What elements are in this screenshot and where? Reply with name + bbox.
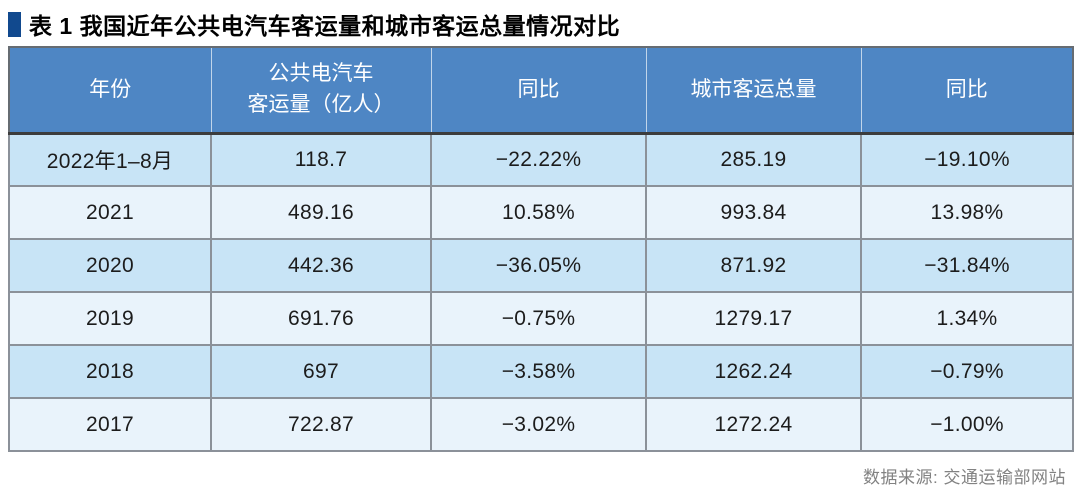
cell-bus-volume: 722.87 xyxy=(210,397,432,452)
table-row-2021: 2021 489.16 10.58% 993.84 13.98% xyxy=(8,185,1074,240)
title-marker-icon xyxy=(8,11,21,37)
data-table: 年份 公共电汽车 客运量（亿人） 同比 城市客运总量 同比 2022年1–8月 … xyxy=(8,46,1074,452)
cell-yoy-1: −3.02% xyxy=(430,397,647,452)
col-header-bus-volume: 公共电汽车 客运量（亿人） xyxy=(210,47,432,135)
cell-year: 2018 xyxy=(8,344,212,399)
cell-yoy-1: −0.75% xyxy=(430,291,647,346)
cell-yoy-2: −1.00% xyxy=(860,397,1074,452)
cell-urban-total: 1272.24 xyxy=(645,397,862,452)
cell-yoy-1: −22.22% xyxy=(430,132,647,187)
table-row-2019: 2019 691.76 −0.75% 1279.17 1.34% xyxy=(8,291,1074,346)
cell-urban-total: 993.84 xyxy=(645,185,862,240)
cell-urban-total: 1262.24 xyxy=(645,344,862,399)
table-row-2017: 2017 722.87 −3.02% 1272.24 −1.00% xyxy=(8,397,1074,452)
cell-urban-total: 1279.17 xyxy=(645,291,862,346)
cell-bus-volume: 489.16 xyxy=(210,185,432,240)
cell-year: 2022年1–8月 xyxy=(8,132,212,187)
cell-year: 2020 xyxy=(8,238,212,293)
cell-bus-volume: 691.76 xyxy=(210,291,432,346)
cell-bus-volume: 442.36 xyxy=(210,238,432,293)
cell-yoy-2: −31.84% xyxy=(860,238,1074,293)
data-source: 数据来源: 交通运输部网站 xyxy=(863,468,1066,487)
cell-yoy-2: −19.10% xyxy=(860,132,1074,187)
col-header-urban-total: 城市客运总量 xyxy=(645,47,862,135)
cell-yoy-2: 1.34% xyxy=(860,291,1074,346)
table-row-2020: 2020 442.36 −36.05% 871.92 −31.84% xyxy=(8,238,1074,293)
cell-yoy-1: −3.58% xyxy=(430,344,647,399)
table-row-2022: 2022年1–8月 118.7 −22.22% 285.19 −19.10% xyxy=(8,132,1074,187)
cell-bus-volume: 697 xyxy=(210,344,432,399)
cell-year: 2017 xyxy=(8,397,212,452)
col-header-yoy-2: 同比 xyxy=(860,47,1074,135)
cell-yoy-2: 13.98% xyxy=(860,185,1074,240)
page-title: 表 1 我国近年公共电汽车客运量和城市客运总量情况对比 xyxy=(29,13,621,39)
cell-bus-volume: 118.7 xyxy=(210,132,432,187)
figure-caption: 表 1 我国近年公共电汽车客运量和城市客运总量情况对比 xyxy=(0,0,1080,46)
cell-yoy-2: −0.79% xyxy=(860,344,1074,399)
cell-year: 2019 xyxy=(8,291,212,346)
col-header-year: 年份 xyxy=(8,47,212,135)
table-row-2018: 2018 697 −3.58% 1262.24 −0.79% xyxy=(8,344,1074,399)
cell-year: 2021 xyxy=(8,185,212,240)
col-header-yoy-1: 同比 xyxy=(430,47,647,135)
cell-yoy-1: 10.58% xyxy=(430,185,647,240)
table-header: 年份 公共电汽车 客运量（亿人） 同比 城市客运总量 同比 xyxy=(8,47,1074,135)
cell-urban-total: 871.92 xyxy=(645,238,862,293)
cell-urban-total: 285.19 xyxy=(645,132,862,187)
cell-yoy-1: −36.05% xyxy=(430,238,647,293)
